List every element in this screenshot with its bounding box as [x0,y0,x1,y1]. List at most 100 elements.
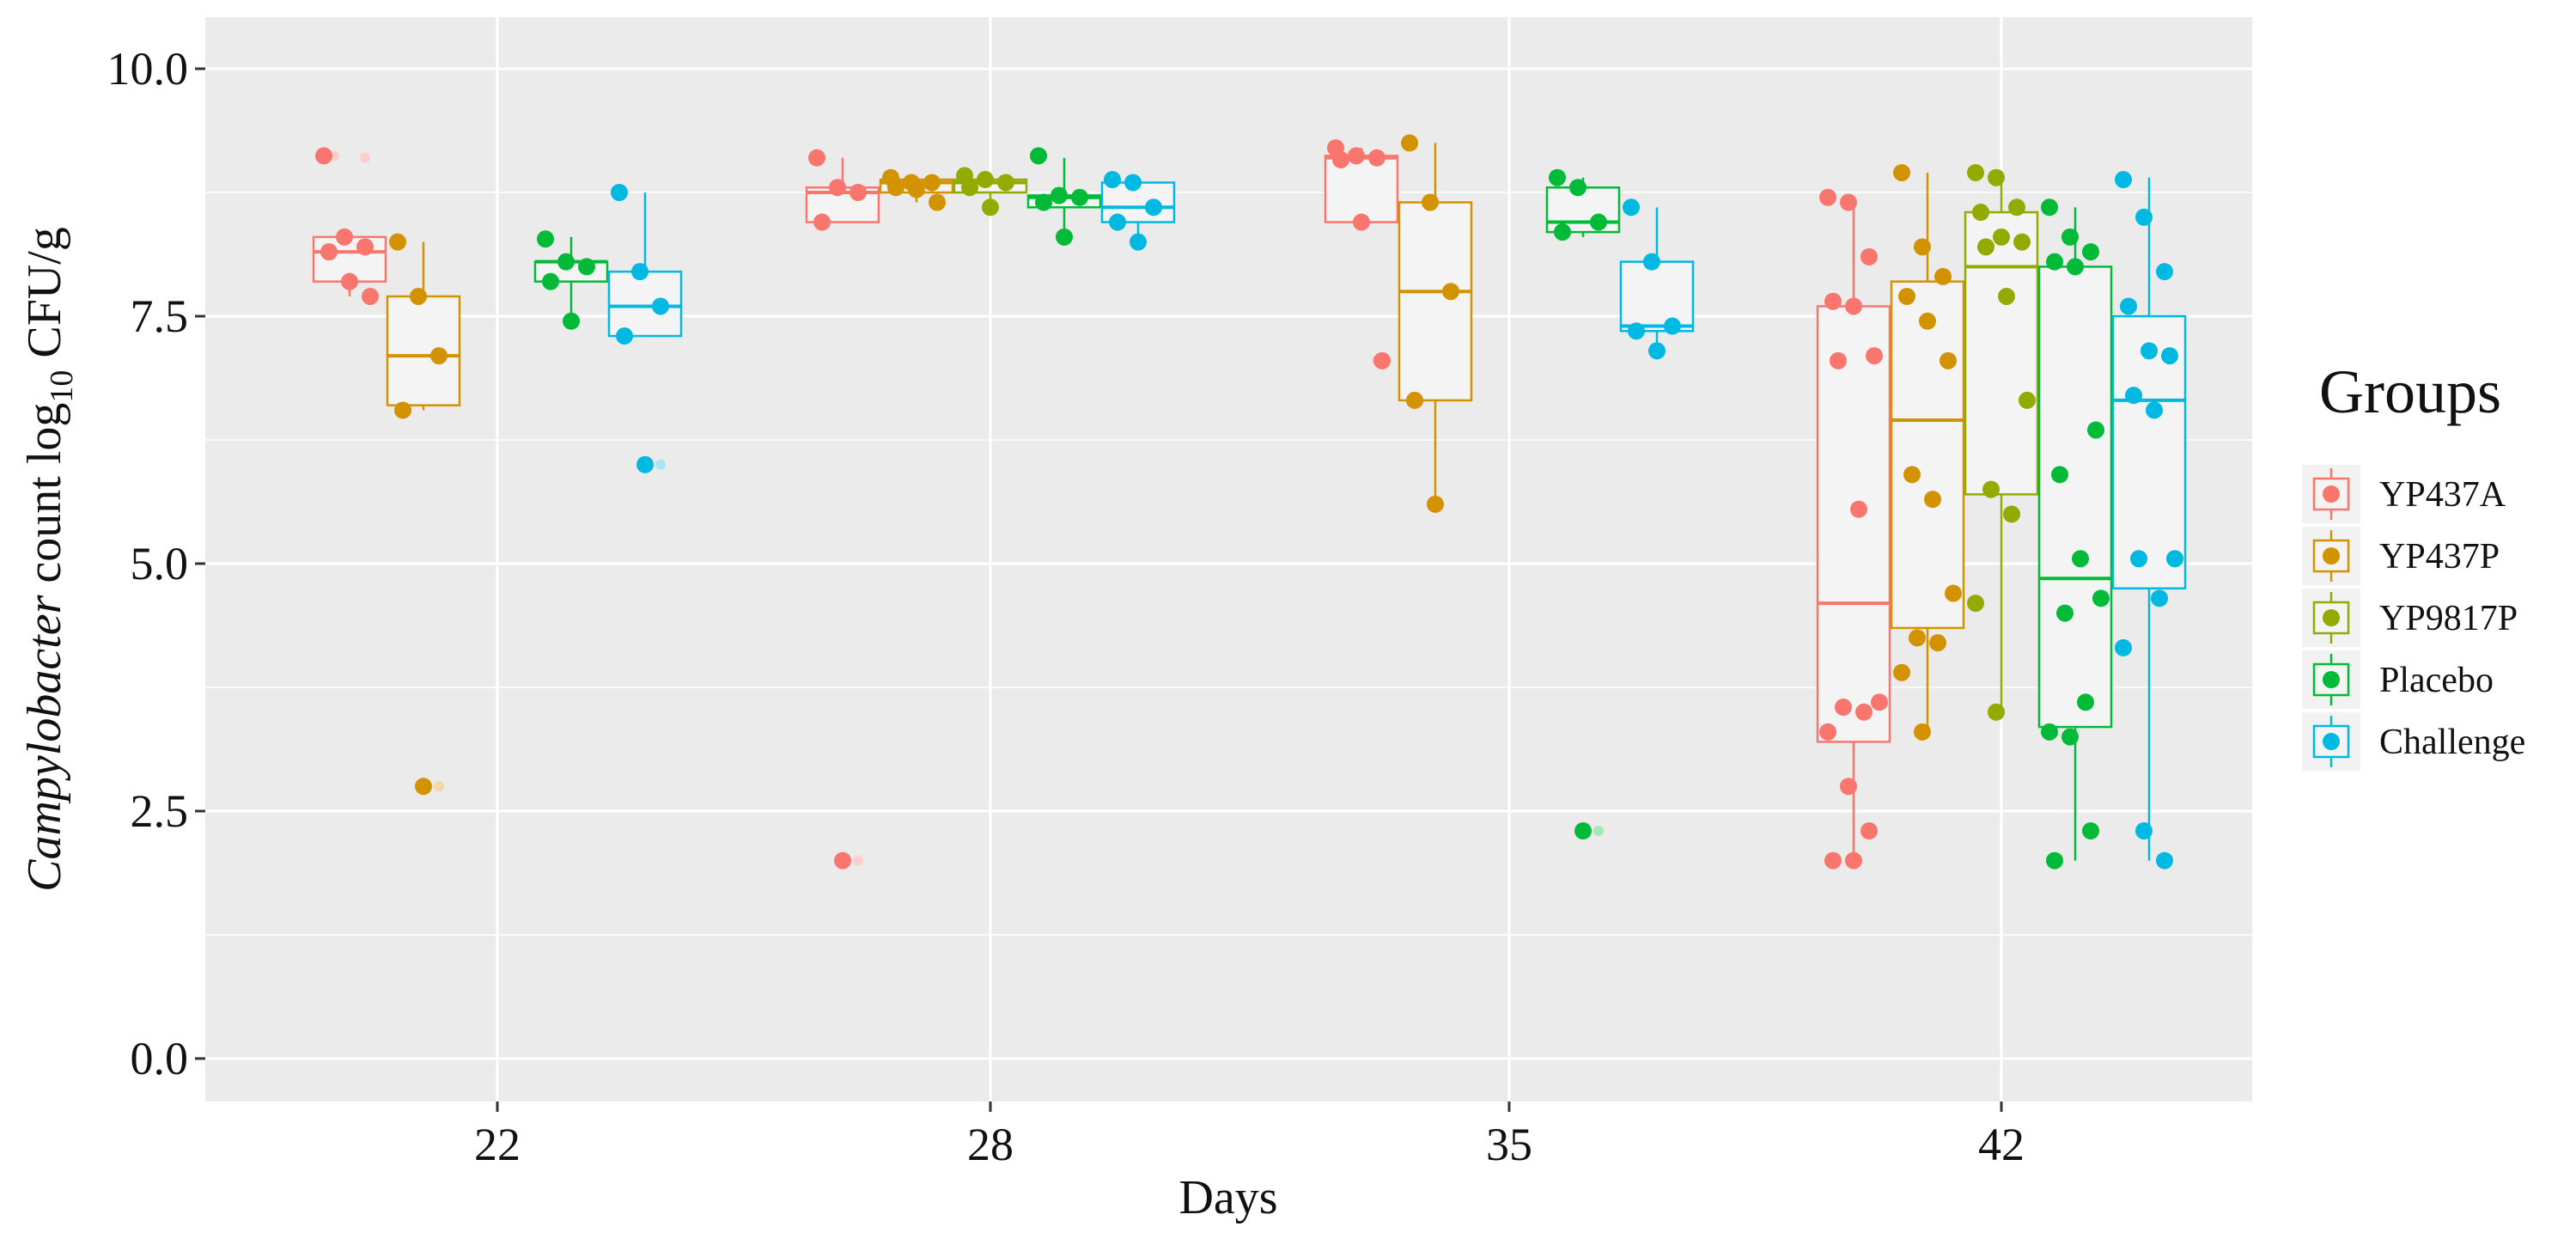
outlier-point [655,459,666,470]
data-point-YP437A [829,179,846,197]
data-point-Challenge [2125,387,2142,405]
data-point-YP437A [1830,351,1847,369]
y-tick-label: 5.0 [131,538,189,589]
data-point-YP9817P [1967,595,1984,613]
data-point-YP437A [834,851,851,870]
data-point-YP437P [410,287,427,305]
legend-key-box [2312,724,2350,759]
data-point-Placebo [578,258,595,276]
data-point-YP437P [389,233,406,251]
data-point-Placebo [2046,851,2063,870]
y-axis-title-tail: CFU/g [18,227,71,370]
data-point-YP437A [320,243,338,261]
data-point-Placebo [2061,728,2079,746]
data-point-YP437P [1945,584,1962,602]
data-point-YP9817P [997,174,1014,192]
data-point-Placebo [2041,198,2058,217]
data-point-Placebo [2061,228,2079,246]
legend-item-YP437P: YP437P [2302,527,2500,585]
data-point-YP437P [1893,663,1910,681]
data-point-YP437P [415,778,432,796]
legend-title: Groups [2319,357,2501,426]
data-point-YP437A [336,228,353,246]
data-point-YP437P [1893,163,1910,181]
data-point-YP437P [1406,391,1423,409]
data-point-Placebo [2056,604,2074,622]
outlier-point [853,855,863,866]
data-point-YP437P [1401,134,1418,152]
data-point-YP437P [1934,267,1952,285]
data-point-Challenge [1623,198,1640,217]
data-point-YP437A [1348,147,1365,165]
box-iqr [1398,201,1473,402]
outlier-point [1593,826,1604,837]
data-point-YP9817P [961,179,978,197]
data-point-YP437A [1819,723,1836,741]
data-point-YP9817P [2013,233,2031,251]
data-point-YP9817P [977,171,994,189]
boxplot-YP437P-35 [1398,143,1473,504]
data-point-Placebo [2087,421,2104,439]
data-point-YP9817P [1988,703,2005,721]
data-point-YP437P [1919,312,1936,330]
data-point-YP437A [1824,851,1842,870]
data-point-YP437P [1940,351,1957,369]
data-point-YP437P [887,179,904,197]
legend: Groups YP437A YP437P YP9817P Placebo Challen… [2302,357,2525,771]
data-point-YP437A [1855,703,1873,721]
data-point-Challenge [2166,550,2183,568]
data-point-YP437A [1332,150,1349,168]
legend-item-YP437A: YP437A [2302,465,2506,523]
data-point-Challenge [611,184,628,201]
data-point-Placebo [2046,253,2063,271]
y-tick-label: 2.5 [131,785,189,837]
legend-key-point [2323,609,2340,626]
data-point-Challenge [2115,171,2132,189]
data-point-YP437P [1924,491,1941,509]
data-point-YP437A [1840,778,1857,796]
data-point-Challenge [1130,233,1147,251]
legend-label: YP9817P [2379,599,2518,638]
data-point-Challenge [1104,171,1121,189]
data-point-YP9817P [2019,391,2036,409]
data-point-YP9817P [1988,168,2005,186]
data-points [315,134,2183,870]
x-tick-label: 42 [1978,1119,2025,1170]
x-tick-label: 28 [967,1119,1014,1170]
data-point-Placebo [2092,589,2110,607]
data-point-Challenge [2156,263,2173,281]
data-point-Placebo [557,253,575,271]
data-point-YP437A [1850,500,1867,518]
box-iqr [1619,260,1695,333]
data-point-Placebo [2082,243,2099,261]
data-point-YP437P [1929,634,1946,652]
x-axis-title: Days [1178,1171,1277,1224]
data-point-Challenge [1124,174,1142,192]
y-axis-title-sub: 10 [44,370,80,403]
data-point-YP437A [1845,851,1862,870]
data-point-Placebo [1071,188,1088,206]
data-point-Challenge [2146,401,2163,419]
data-point-Placebo [1554,223,1571,241]
legend-key-point [2323,733,2340,750]
data-point-Challenge [2135,208,2153,226]
legend-item-YP9817P: YP9817P [2302,589,2518,647]
data-point-Challenge [631,263,649,281]
data-point-Challenge [1628,322,1645,340]
data-point-Placebo [2072,550,2089,568]
data-point-YP437A [1373,351,1391,369]
data-point-Challenge [1643,253,1660,271]
box-iqr [1890,280,1965,630]
data-point-Placebo [1569,179,1586,197]
data-point-Placebo [563,312,580,330]
data-point-Challenge [2135,822,2153,840]
data-point-Challenge [1109,213,1126,231]
x-tick-label: 22 [474,1119,521,1170]
outlier-point [360,152,370,163]
data-point-YP437A [1860,822,1878,840]
data-point-YP437A [1368,149,1385,167]
data-point-Challenge [1664,317,1681,335]
boxplot-YP437A-42 [1816,197,1891,861]
y-axis-title-rest: count log [18,403,71,595]
data-point-YP437A [1835,699,1852,717]
